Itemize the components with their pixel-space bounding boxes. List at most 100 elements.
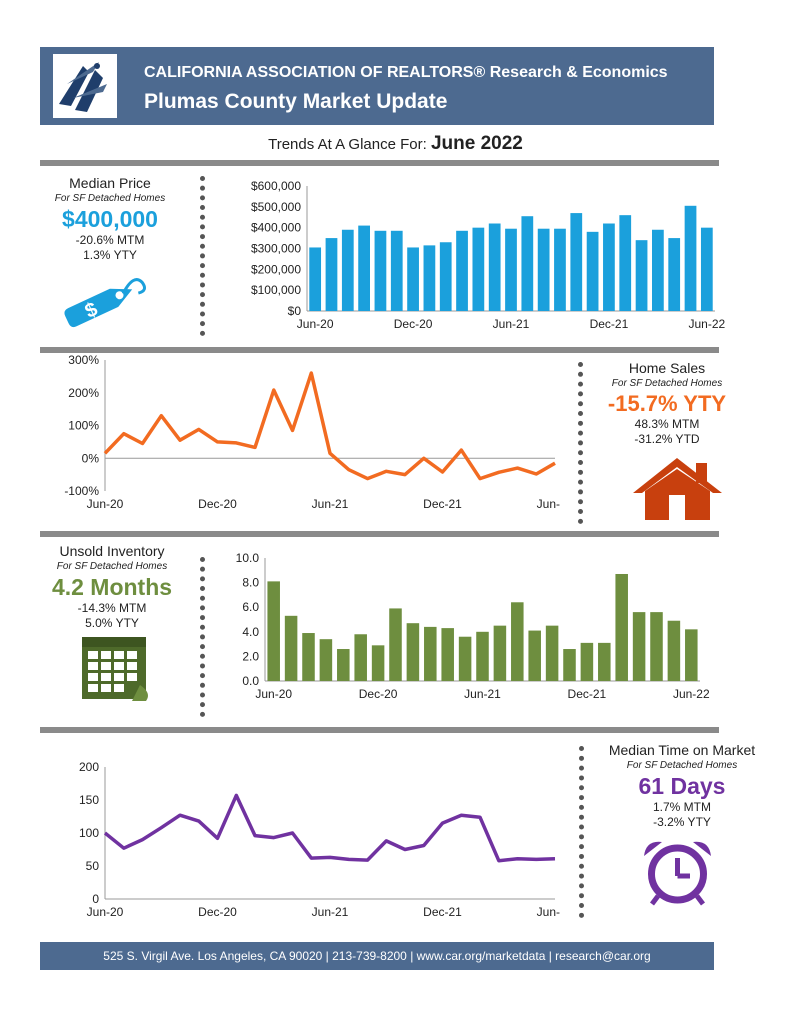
calendar-icon (80, 635, 155, 708)
y-tick-label: 0.0 (242, 674, 259, 688)
bar (667, 620, 681, 681)
kpi-title: Median Time on Market (608, 742, 756, 758)
org-title: CALIFORNIA ASSOCIATION OF REALTORS® Rese… (144, 64, 668, 81)
y-tick-label: 100 (79, 826, 99, 840)
y-tick-label: -100% (64, 484, 99, 498)
kpi-time-on-market: Median Time on Market For SF Detached Ho… (600, 742, 764, 830)
bar (652, 229, 664, 311)
bar (371, 645, 385, 681)
y-tick-label: $0 (288, 304, 302, 318)
x-tick-label: Jun-21 (493, 317, 530, 331)
kpi-mtm: -20.6% MTM (75, 233, 145, 247)
kpi-ytd: -31.2% YTD (634, 432, 700, 446)
section-divider (40, 347, 719, 353)
bar (684, 205, 697, 311)
kpi-median-price: Median Price For SF Detached Homes $400,… (40, 175, 180, 263)
x-tick-label: Jun-22 (537, 905, 560, 919)
x-tick-label: Dec-21 (568, 687, 607, 701)
x-tick-label: Dec-21 (423, 497, 462, 511)
bar (511, 602, 524, 681)
x-tick-label: Jun-21 (464, 687, 501, 701)
bar (586, 231, 599, 311)
bar (309, 247, 322, 311)
x-tick-label: Jun-20 (87, 905, 124, 919)
kpi-title: Unsold Inventory (59, 543, 165, 559)
x-tick-label: Dec-20 (394, 317, 433, 331)
bar (374, 230, 387, 311)
bar (545, 625, 559, 681)
kpi-value: -15.7% YTY (607, 391, 727, 416)
bar (476, 631, 489, 681)
trends-subtitle: Trends At A Glance For: June 2022 (0, 133, 791, 155)
bar (407, 247, 419, 311)
bar (668, 238, 681, 311)
x-tick-label: Dec-20 (198, 497, 237, 511)
y-tick-label: 6.0 (242, 600, 259, 614)
kpi-value: 4.2 Months (51, 574, 173, 600)
bar (325, 238, 338, 311)
bar (632, 612, 646, 681)
bar (619, 215, 632, 311)
kpi-yty: 1.3% YTY (83, 248, 137, 262)
bar (563, 649, 576, 681)
x-tick-label: Jun-22 (673, 687, 710, 701)
bar (441, 628, 454, 681)
x-tick-label: Dec-20 (359, 687, 398, 701)
bar (472, 227, 485, 311)
bar (528, 630, 541, 681)
y-tick-label: 100% (68, 419, 99, 433)
y-tick-label: $200,000 (251, 262, 301, 276)
y-tick-label: 4.0 (242, 625, 259, 639)
y-tick-label: $400,000 (251, 221, 301, 235)
x-tick-label: Jun-22 (537, 497, 560, 511)
y-tick-label: $100,000 (251, 283, 301, 297)
bar (700, 227, 713, 311)
kpi-subtitle: For SF Detached Homes (56, 561, 168, 572)
y-tick-label: 200 (79, 760, 99, 774)
bar (537, 228, 550, 311)
bar (424, 626, 437, 681)
kpi-yty: 5.0% YTY (85, 616, 139, 630)
dotted-separator (578, 362, 583, 524)
bar (267, 581, 280, 681)
y-tick-label: 8.0 (242, 576, 259, 590)
series-line (103, 371, 556, 481)
y-tick-label: 150 (79, 793, 99, 807)
bar (456, 230, 468, 311)
bar (423, 245, 436, 311)
bar (488, 223, 501, 311)
subtitle-prefix: Trends At A Glance For: (268, 136, 431, 153)
bar (354, 634, 367, 681)
house-icon (630, 455, 725, 525)
bar (580, 642, 594, 681)
kpi-value: 61 Days (638, 773, 726, 799)
x-tick-label: Jun-20 (87, 497, 124, 511)
section-divider (40, 727, 719, 733)
bar (358, 225, 370, 311)
x-tick-label: Jun-22 (688, 317, 725, 331)
bar (650, 612, 663, 681)
kpi-yty: -3.2% YTY (653, 815, 711, 829)
section-divider (40, 531, 719, 537)
x-tick-label: Jun-21 (312, 905, 349, 919)
kpi-home-sales: Home Sales For SF Detached Homes -15.7% … (600, 360, 734, 447)
header-banner: CALIFORNIA ASSOCIATION OF REALTORS® Rese… (40, 47, 714, 125)
dotted-separator (200, 557, 205, 717)
dotted-separator (200, 176, 205, 336)
bar (493, 625, 507, 681)
bar (554, 228, 566, 311)
kpi-value: $400,000 (62, 206, 158, 232)
y-tick-label: $600,000 (251, 179, 301, 193)
kpi-unsold-inventory: Unsold Inventory For SF Detached Homes 4… (38, 543, 186, 631)
footer-contact: 525 S. Virgil Ave. Los Angeles, CA 90020… (40, 942, 714, 970)
kpi-title: Median Price (69, 175, 151, 191)
bar (439, 242, 452, 311)
kpi-mtm: 1.7% MTM (652, 800, 711, 814)
kpi-mtm: 48.3% MTM (634, 417, 700, 431)
bar (390, 230, 403, 311)
home-sales-line-chart: -100% 0% 100% 200% 300% Jun-20 Dec-20 Jun-21 Dec… (64, 353, 560, 511)
bar (458, 636, 472, 681)
bar (685, 629, 698, 681)
x-tick-label: Jun-21 (312, 497, 349, 511)
bar (284, 615, 298, 681)
